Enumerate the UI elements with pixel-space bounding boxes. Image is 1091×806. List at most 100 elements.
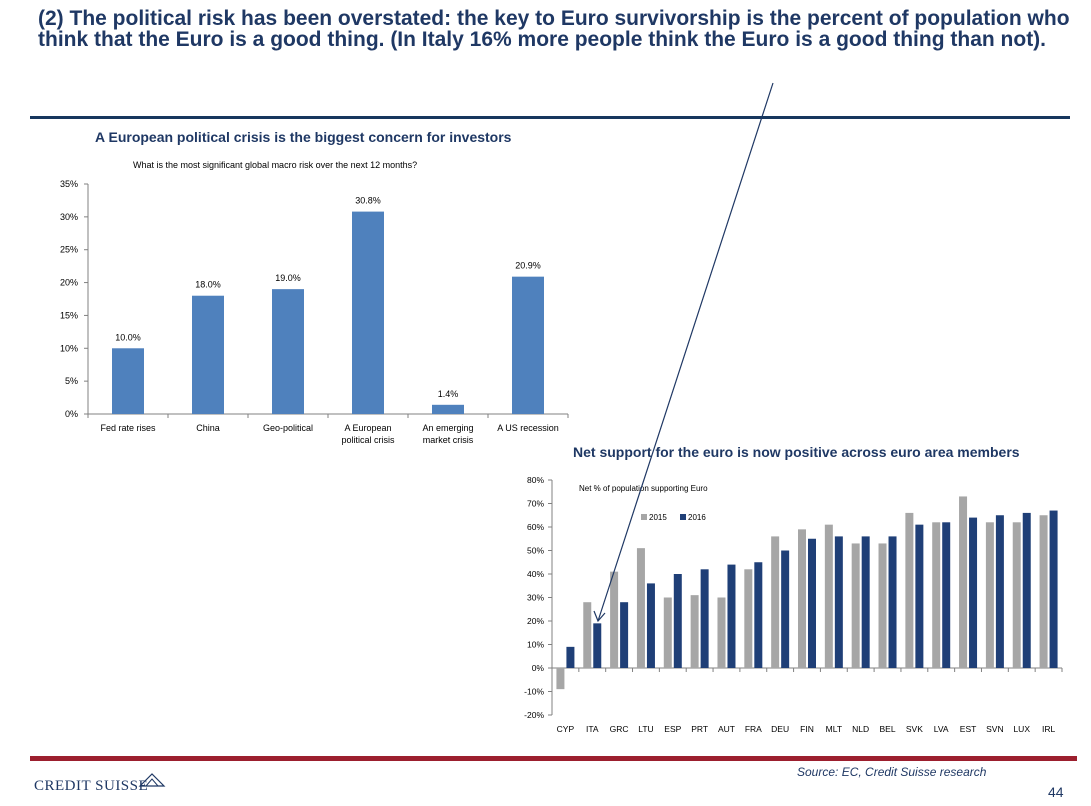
- chart1-x-tick-label: Fed rate rises: [100, 423, 156, 433]
- chart1-bar: [272, 289, 304, 414]
- chart2-bar-2016: [646, 583, 655, 668]
- chart1-x-tick-label: A European: [344, 423, 391, 433]
- chart2-x-tick-label: DEU: [771, 724, 789, 734]
- chart2-x-tick-label: SVK: [906, 724, 923, 734]
- chart1-y-tick-label: 0%: [65, 409, 78, 419]
- chart2-x-tick-label: PRT: [691, 724, 708, 734]
- chart1-bar: [192, 295, 224, 414]
- chart1-y-tick-label: 30%: [60, 212, 78, 222]
- chart1-y-tick-label: 10%: [60, 343, 78, 353]
- chart2-y-tick-label: 40%: [527, 569, 544, 579]
- chart2-x-tick-label: SVN: [986, 724, 1003, 734]
- chart2-bar-2015: [959, 496, 968, 668]
- source-note: Source: EC, Credit Suisse research: [797, 765, 987, 779]
- chart2-bar-2015: [663, 597, 672, 668]
- chart2-legend-swatch: [680, 514, 686, 520]
- chart1-y-tick-label: 20%: [60, 278, 78, 288]
- chart1-bar: [512, 276, 544, 414]
- chart2-bar-2015: [744, 569, 753, 668]
- chart1-x-tick-label: A US recession: [497, 423, 559, 433]
- chart1-y-tick-label: 15%: [60, 310, 78, 320]
- title-divider: [30, 116, 1070, 119]
- chart2-bar-2015: [690, 595, 699, 668]
- chart2-bar-2016: [995, 515, 1004, 668]
- page-number: 44: [1048, 784, 1064, 800]
- footer-divider: [30, 756, 1077, 761]
- chart2-bar-2015: [905, 512, 914, 668]
- chart2-bar-2016: [969, 517, 978, 668]
- chart2-x-tick-label: MLT: [826, 724, 842, 734]
- sail-logo-icon: [138, 773, 166, 787]
- chart2-bar-2015: [798, 529, 806, 668]
- chart2-bar-2015: [1012, 522, 1021, 668]
- chart2-title: Net support for the euro is now positive…: [573, 444, 1020, 460]
- chart2-y-tick-label: 20%: [527, 616, 544, 626]
- chart2-y-tick-label: 0%: [532, 663, 545, 673]
- chart2-subtitle: Net % of population supporting Euro: [579, 484, 708, 493]
- chart2-y-tick-label: 80%: [527, 475, 544, 485]
- chart2-x-tick-label: LVA: [934, 724, 949, 734]
- chart2-x-tick-label: BEL: [879, 724, 895, 734]
- chart2-legend-label: 2015: [649, 513, 667, 522]
- chart2-x-tick-label: LUX: [1013, 724, 1030, 734]
- chart2-bar-2016: [834, 536, 843, 668]
- chart2-x-tick-label: IRL: [1042, 724, 1056, 734]
- chart2-y-tick-label: 50%: [527, 546, 544, 556]
- chart1-bar: [432, 404, 464, 414]
- chart1-bar: [112, 348, 144, 414]
- chart2-y-tick-label: 30%: [527, 593, 544, 603]
- chart2-bar-2015: [717, 597, 726, 668]
- chart2-legend-label: 2016: [688, 513, 706, 522]
- chart2-bar-2016: [566, 646, 575, 668]
- chart2-bar-2016: [781, 550, 790, 668]
- chart2-x-tick-label: NLD: [852, 724, 869, 734]
- chart2-x-tick-label: ESP: [664, 724, 681, 734]
- chart2-x-tick-label: AUT: [718, 724, 735, 734]
- chart1-data-label: 18.0%: [195, 280, 221, 290]
- chart2-bar-2015: [824, 524, 833, 668]
- chart2-bar-2016: [861, 536, 870, 668]
- chart2-bar-2016: [754, 562, 763, 668]
- chart1-data-label: 19.0%: [275, 273, 301, 283]
- chart2-bar-2015: [610, 571, 619, 668]
- chart2-bar-2016: [1022, 512, 1031, 668]
- chart2-y-tick-label: -10%: [524, 687, 544, 697]
- chart2-bar-2015: [1039, 515, 1048, 668]
- chart2-x-tick-label: CYP: [557, 724, 575, 734]
- chart1-x-tick-label: Geo-political: [263, 423, 313, 433]
- chart1-y-tick-label: 5%: [65, 376, 78, 386]
- chart2-bar-2016: [673, 574, 682, 668]
- chart1-x-tick-label: China: [196, 423, 220, 433]
- chart2-x-tick-label: ITA: [586, 724, 599, 734]
- chart2-bar-2016: [942, 522, 951, 668]
- annotation-arrow-line: [597, 82, 774, 622]
- chart2-x-tick-label: GRC: [610, 724, 629, 734]
- chart1-data-label: 20.9%: [515, 261, 541, 271]
- credit-suisse-logo: CREDIT SUISSE: [34, 772, 166, 798]
- chart2-bar-2015: [636, 548, 645, 668]
- annotation-arrow-head: [593, 610, 606, 623]
- chart2-y-tick-label: -20%: [524, 710, 544, 720]
- chart2-bar-2015: [771, 536, 780, 668]
- chart1-title: A European political crisis is the bigge…: [95, 129, 512, 145]
- logo-wordmark: CREDIT SUISSE: [34, 778, 149, 794]
- chart1-x-tick-label: market crisis: [423, 435, 474, 445]
- chart2-bar-2016: [808, 538, 816, 668]
- chart2-x-tick-label: EST: [960, 724, 977, 734]
- chart2-bar-2016: [915, 524, 924, 668]
- chart2-bar-2015: [878, 543, 887, 668]
- chart2-bar-2015: [851, 543, 860, 668]
- chart1-subtitle: What is the most significant global macr…: [133, 160, 417, 170]
- chart1-data-label: 10.0%: [115, 332, 141, 342]
- chart2-x-tick-label: LTU: [638, 724, 653, 734]
- chart2-y-tick-label: 10%: [527, 640, 544, 650]
- chart2-legend-swatch: [641, 514, 647, 520]
- chart2-bar-2015: [985, 522, 994, 668]
- chart2-bar-2015: [556, 668, 565, 690]
- chart2-y-tick-label: 60%: [527, 522, 544, 532]
- chart2-x-tick-label: FIN: [800, 724, 814, 734]
- chart2-bar-2015: [583, 602, 592, 668]
- chart1-data-label: 1.4%: [438, 389, 459, 399]
